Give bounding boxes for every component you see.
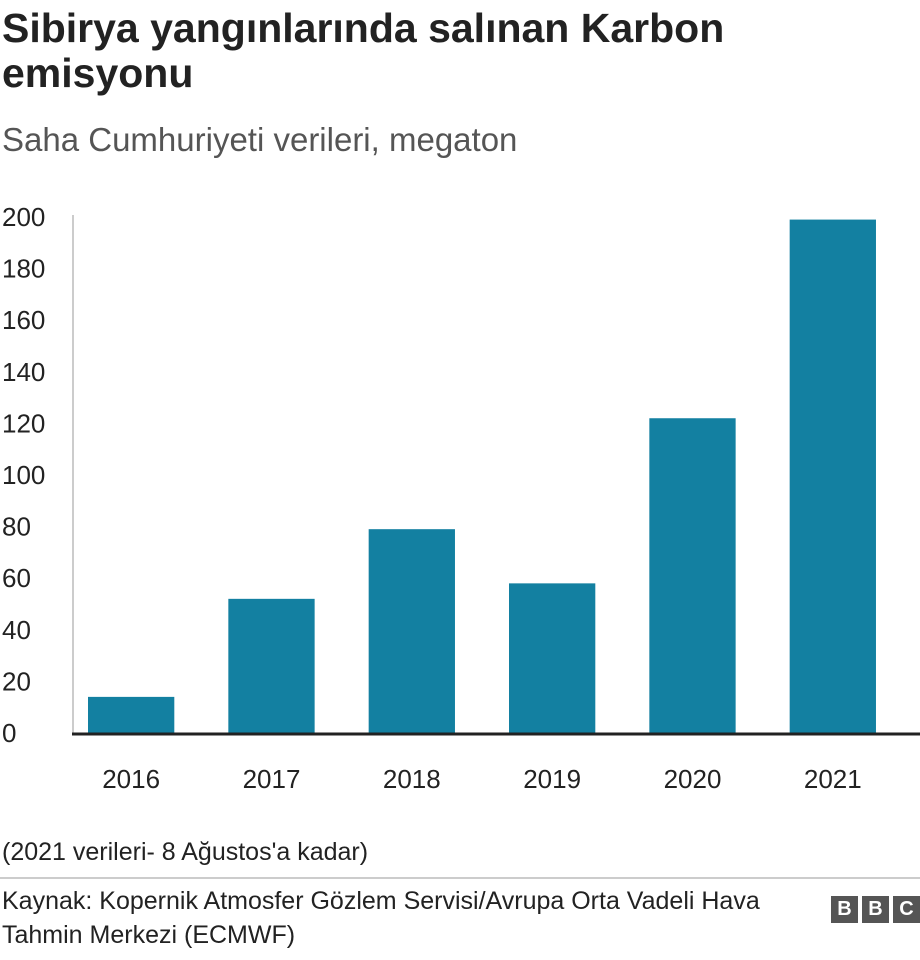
logo-letter-b2: B <box>862 896 889 923</box>
bar-chart: 0 20 40 60 80 100 120 140 160 180 200 2016 2017 2018 2… <box>2 202 920 794</box>
y-tick-label: 20 <box>2 666 31 696</box>
bar <box>509 583 596 733</box>
y-tick-label: 60 <box>2 563 31 593</box>
y-tick-label: 160 <box>2 305 45 335</box>
bar <box>789 219 876 733</box>
y-tick-label: 120 <box>2 408 45 438</box>
bar <box>649 418 736 733</box>
chart-title: Sibirya yangınlarında salınan Karbon emi… <box>2 5 725 96</box>
y-tick-label: 40 <box>2 615 31 645</box>
x-tick-label: 2017 <box>243 764 301 794</box>
y-tick-label: 100 <box>2 460 45 490</box>
source-text: Kaynak: Kopernik Atmosfer Gözlem Servisi… <box>2 887 760 949</box>
x-tick-label: 2018 <box>383 764 441 794</box>
y-tick-label: 200 <box>2 202 45 232</box>
footer-divider <box>0 877 920 879</box>
x-tick-label: 2020 <box>664 764 722 794</box>
bbc-logo: B B C <box>831 896 920 923</box>
y-tick-label: 140 <box>2 357 45 387</box>
y-tick-label: 0 <box>2 718 16 748</box>
y-tick-label: 180 <box>2 254 45 284</box>
x-tick-label: 2019 <box>523 764 581 794</box>
bar <box>368 529 455 733</box>
logo-letter-c: C <box>893 896 920 923</box>
x-tick-label: 2021 <box>804 764 862 794</box>
bar <box>88 696 175 733</box>
logo-letter-b1: B <box>831 896 858 923</box>
footnote: (2021 verileri- 8 Ağustos'a kadar) <box>2 838 369 866</box>
chart-subtitle: Saha Cumhuriyeti verileri, megaton <box>2 121 518 158</box>
y-tick-label: 80 <box>2 512 31 542</box>
x-tick-label: 2016 <box>102 764 160 794</box>
bar <box>228 598 315 733</box>
